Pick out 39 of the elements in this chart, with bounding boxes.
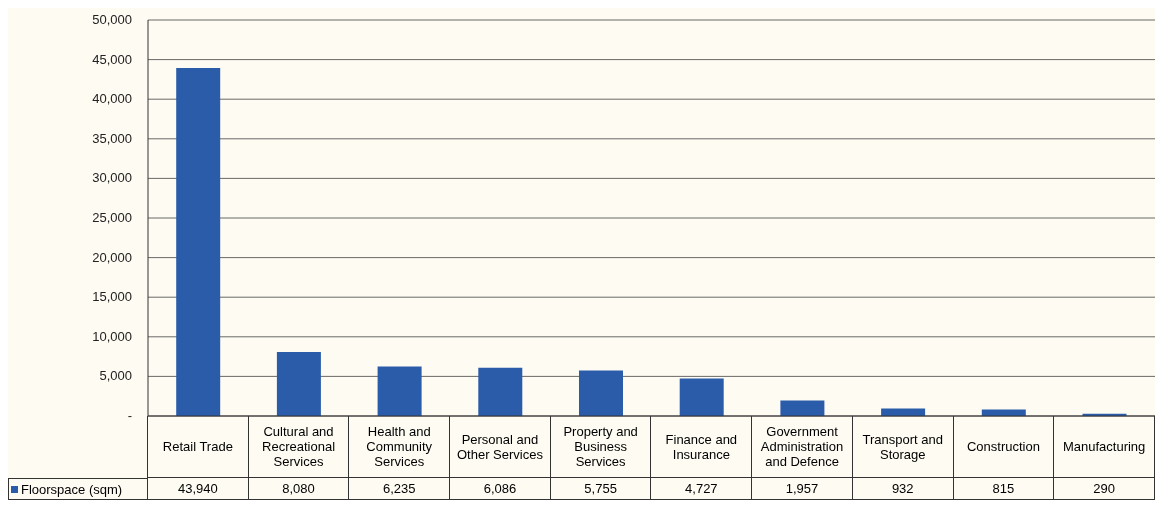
text: 932 xyxy=(891,481,914,496)
bar xyxy=(478,367,523,416)
legend-label: Floorspace (sqm) xyxy=(8,478,148,500)
text: 43,940 xyxy=(177,481,218,496)
text: 8,080 xyxy=(282,481,315,496)
text: 290 xyxy=(1093,481,1115,496)
y-tick-label: 40,000 xyxy=(92,91,132,107)
bar xyxy=(579,370,623,416)
bar xyxy=(377,366,422,416)
y-tick-label: 35,000 xyxy=(92,130,132,146)
x-tick-label: Finance and Insurance xyxy=(651,416,753,478)
text: 4,727 xyxy=(685,481,718,496)
y-tick-label: 5,000 xyxy=(99,368,132,384)
x-tick-label: Government Administration and Defence xyxy=(752,416,853,478)
y-tick-label: 45,000 xyxy=(92,51,132,67)
x-tick-label: Manufacturing xyxy=(1054,416,1155,478)
x-tick-label: Personal and Other Services xyxy=(450,416,551,478)
x-tick-label: Property and Business Services xyxy=(550,416,652,478)
y-tick-label: 25,000 xyxy=(92,210,132,225)
bar xyxy=(679,378,724,416)
text: 6,235 xyxy=(382,481,416,496)
y-tick-label: 50,000 xyxy=(92,12,132,27)
y-tick-label: - xyxy=(127,408,132,423)
x-tick-label: Health and Community Services xyxy=(349,416,451,478)
text: 1,957 xyxy=(785,481,819,496)
text: 5,755 xyxy=(584,481,617,496)
y-tick-label: 10,000 xyxy=(92,328,132,344)
y-tick-label: 20,000 xyxy=(92,249,132,265)
x-tick-label: Transport and Storage xyxy=(852,416,954,478)
x-tick-label: Retail Trade xyxy=(148,416,249,478)
x-tick-label: Cultural and Recreational Services xyxy=(248,416,350,478)
bar xyxy=(780,400,825,416)
text: 815 xyxy=(992,481,1015,496)
y-tick-label: 15,000 xyxy=(92,289,132,305)
text: 6,086 xyxy=(483,481,517,496)
x-tick-label: Construction xyxy=(953,416,1055,478)
bar xyxy=(176,68,221,416)
y-tick-label: 30,000 xyxy=(92,170,132,186)
bar xyxy=(276,352,321,416)
